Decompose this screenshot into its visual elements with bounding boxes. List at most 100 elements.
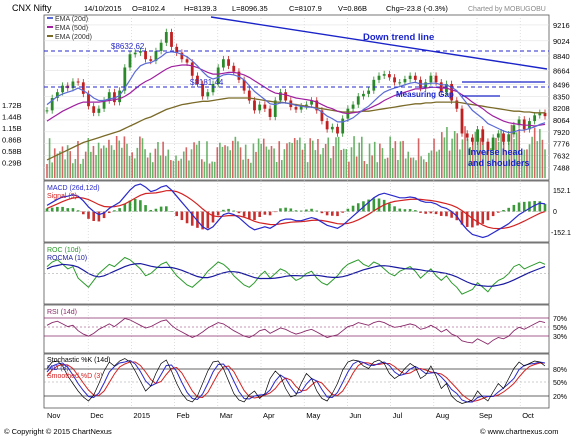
roc-lines xyxy=(46,256,546,295)
volume-bar xyxy=(66,145,69,178)
candle-body xyxy=(486,141,490,150)
volume-bar xyxy=(386,157,389,178)
legend-ema20: EMA (20d) xyxy=(55,16,88,23)
volume-bar xyxy=(293,138,296,178)
roc-legend-roc: ROC (10d) xyxy=(47,247,81,254)
candle-body xyxy=(227,59,230,66)
volume-bar xyxy=(193,142,195,178)
volume-bar xyxy=(211,161,213,178)
candle-body xyxy=(237,71,241,80)
candle-body xyxy=(512,125,516,135)
volume-bar xyxy=(337,136,340,178)
macd-hist-bar xyxy=(460,211,464,225)
volume-bar xyxy=(544,149,546,178)
macd-hist-bar xyxy=(144,205,147,212)
x-axis-label: 2015 xyxy=(133,411,150,420)
stoch-tick-20: 20% xyxy=(553,394,567,401)
legend-ema50: EMA (50d) xyxy=(55,25,88,32)
macd-hist-bar xyxy=(76,210,80,212)
x-axis-label: Dec xyxy=(90,411,104,420)
volume-bar xyxy=(95,154,97,178)
candle-body xyxy=(439,82,443,93)
macd-hist-bar xyxy=(82,211,85,215)
month-gridlines xyxy=(87,15,521,408)
candle-body xyxy=(533,115,537,122)
macd-lines xyxy=(46,183,546,239)
candle-body xyxy=(398,82,402,84)
volume-tick-label: 1.44B xyxy=(2,113,22,122)
volume-bar xyxy=(487,144,490,178)
website-label: © www.chartnexus.com xyxy=(480,427,558,436)
volume-bar xyxy=(497,141,500,178)
volume-bar xyxy=(306,162,309,178)
candle-body xyxy=(377,75,381,80)
volume-bar xyxy=(126,143,128,178)
ema50-line xyxy=(46,64,546,127)
volume-bar xyxy=(291,142,293,178)
macd-hist-bar xyxy=(97,211,101,222)
volume-bar xyxy=(348,161,350,178)
resistance-value-label: $8632.62 xyxy=(111,42,145,51)
volume-bar xyxy=(87,138,90,178)
macd-hist-bar xyxy=(491,211,495,217)
macd-hist-bar xyxy=(227,208,230,212)
volume-bar xyxy=(102,145,105,178)
roc-legend-rocma: ROCMA (10) xyxy=(47,255,87,262)
volume-bar xyxy=(203,161,206,178)
candle-body xyxy=(429,75,433,83)
volume-bar xyxy=(417,138,420,178)
volume-bar xyxy=(438,149,441,178)
copyright-label: © Copyright © 2015 ChartNexus xyxy=(4,427,112,436)
candle-body xyxy=(180,52,184,60)
volume-tick-label: 1.15B xyxy=(2,124,22,133)
candle-body xyxy=(211,83,215,93)
inverse-hs-label-1: Inverse head xyxy=(468,147,523,157)
macd-hist-bar xyxy=(310,208,313,212)
volume-bar xyxy=(415,160,417,178)
macd-hist-bar xyxy=(434,211,438,215)
volume-bar xyxy=(172,160,175,178)
candle-body xyxy=(263,104,267,109)
price-tick-label: 7920 xyxy=(553,128,570,137)
candle-body xyxy=(393,77,396,83)
macd-hist-bar xyxy=(279,208,282,212)
volume-bar xyxy=(363,161,366,178)
volume-bar xyxy=(250,162,252,178)
volume-bar xyxy=(257,138,260,178)
volume-bar xyxy=(381,148,384,178)
macd-hist-bar xyxy=(346,208,350,212)
macd-hist-bar xyxy=(299,210,303,212)
x-axis-label: Sep xyxy=(479,411,492,420)
volume-bar xyxy=(492,146,495,178)
macd-hist-bar xyxy=(414,210,417,212)
stoch-legend-d: %D (3) xyxy=(47,365,69,372)
candle-body xyxy=(543,112,547,117)
volume-bar xyxy=(541,139,544,178)
volume-bar xyxy=(288,142,291,178)
volume-bar xyxy=(231,140,234,178)
x-axis-label: Apr xyxy=(263,411,275,420)
volume-bar xyxy=(180,158,182,178)
macd-hist-bar xyxy=(336,211,339,217)
volume-bar xyxy=(495,137,497,178)
macd-hist-bar xyxy=(102,211,106,219)
volume-bar xyxy=(229,150,232,178)
candle-body xyxy=(304,104,308,107)
volume-bar xyxy=(391,148,394,178)
candle-body xyxy=(387,74,391,78)
volume-bar xyxy=(510,124,513,178)
macd-hist-bar xyxy=(123,203,127,212)
candle-body xyxy=(408,75,412,80)
candle-body xyxy=(476,129,479,142)
candle-body xyxy=(175,46,179,53)
candle-body xyxy=(522,119,526,130)
candle-body xyxy=(76,81,80,83)
volume-bar xyxy=(108,139,110,178)
stoch-legend-k: Stochastic %K (14d) xyxy=(47,357,110,364)
candle-body xyxy=(133,52,137,55)
macd-hist-bar xyxy=(429,211,433,214)
volume-bar xyxy=(167,149,170,178)
macd-hist-bar xyxy=(289,208,293,212)
volume-bar xyxy=(505,151,508,178)
macd-line xyxy=(46,183,546,239)
